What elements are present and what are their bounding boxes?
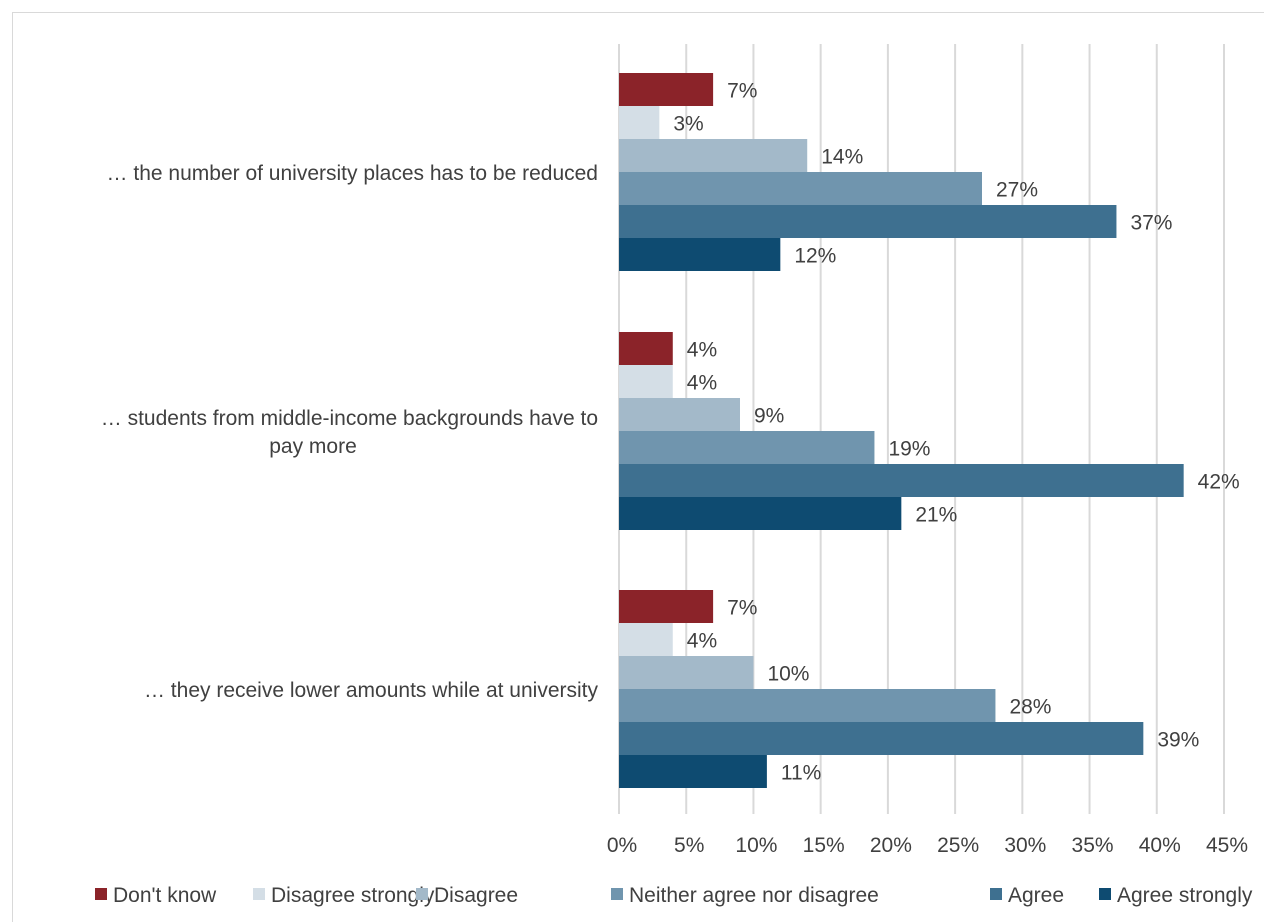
legend-swatch-neither-agree-nor-disagree (611, 888, 623, 900)
data-label-agree-1: 37% (1130, 212, 1172, 235)
x-tick-15: 15% (803, 834, 845, 857)
x-tick-40: 40% (1139, 834, 1181, 857)
chart-frame (12, 12, 1264, 922)
data-label-agree-strongly-1: 12% (794, 245, 836, 268)
bars (619, 73, 1184, 788)
legend-swatch-disagree (416, 888, 428, 900)
legend-label-disagree-strongly: Disagree strongly (271, 884, 435, 907)
bar-don-t-know-3 (619, 590, 714, 623)
x-tick-labels: 0% 5% 10% 15% 20% 25% 30% 35% 40% 45% (607, 834, 1248, 857)
data-label-disagree-1: 14% (821, 146, 863, 169)
bar-disagree-strongly-2 (619, 365, 673, 398)
bar-agree-3 (619, 722, 1144, 755)
bar-agree-strongly-2 (619, 497, 902, 530)
data-label-neither-agree-nor-disagree-2: 19% (888, 438, 930, 461)
category-label-2-line-2: pay more (269, 435, 357, 458)
bar-don-t-know-2 (619, 332, 673, 365)
x-tick-35: 35% (1072, 834, 1114, 857)
category-label-2-line-1: … students from middle-income background… (101, 407, 598, 430)
legend-swatch-agree-strongly (1099, 888, 1111, 900)
legend-swatch-don-t-know (95, 888, 107, 900)
data-label-don-t-know-1: 7% (727, 80, 757, 103)
legend-label-agree: Agree (1008, 884, 1064, 907)
x-tick-20: 20% (870, 834, 912, 857)
legend-swatch-disagree-strongly (253, 888, 265, 900)
x-tick-5: 5% (674, 834, 704, 857)
data-label-agree-3: 39% (1157, 729, 1199, 752)
data-labels: 7% 4% 7% 3% 4% 4% 14% 9% 10% 27% 19% 28% 37% 42% 39% 12… (673, 80, 1239, 785)
data-label-don-t-know-2: 4% (687, 339, 717, 362)
data-label-disagree-2: 9% (754, 405, 784, 428)
legend-label-don-t-know: Don't know (113, 884, 217, 907)
data-label-neither-agree-nor-disagree-3: 28% (1009, 696, 1051, 719)
bar-neither-agree-nor-disagree-2 (619, 431, 875, 464)
bar-disagree-strongly-3 (619, 623, 673, 656)
bar-agree-2 (619, 464, 1184, 497)
bar-don-t-know-1 (619, 73, 714, 106)
data-label-disagree-3: 10% (767, 663, 809, 686)
category-labels: … the number of university places has to… (101, 162, 599, 702)
data-label-disagree-strongly-2: 4% (687, 372, 717, 395)
legend-label-agree-strongly: Agree strongly (1117, 884, 1253, 907)
bar-disagree-2 (619, 398, 740, 431)
category-label-3-line-1: … they receive lower amounts while at un… (144, 679, 599, 702)
legend-swatch-agree (990, 888, 1002, 900)
bar-agree-strongly-3 (619, 755, 767, 788)
legend: Don't know Disagree strongly Disagree Neith… (95, 884, 1253, 907)
data-label-don-t-know-3: 7% (727, 597, 757, 620)
x-tick-45: 45% (1206, 834, 1248, 857)
data-label-disagree-strongly-3: 4% (687, 630, 717, 653)
legend-label-disagree: Disagree (434, 884, 518, 907)
bar-disagree-strongly-1 (619, 106, 660, 139)
bar-disagree-1 (619, 139, 808, 172)
x-tick-25: 25% (937, 834, 979, 857)
data-label-neither-agree-nor-disagree-1: 27% (996, 179, 1038, 202)
x-tick-30: 30% (1004, 834, 1046, 857)
bar-agree-1 (619, 205, 1117, 238)
bar-neither-agree-nor-disagree-1 (619, 172, 982, 205)
bar-agree-strongly-1 (619, 238, 781, 271)
category-label-1-line-1: … the number of university places has to… (107, 162, 598, 185)
data-label-agree-strongly-3: 11% (781, 762, 821, 785)
legend-label-neither-agree-nor-disagree: Neither agree nor disagree (629, 884, 879, 907)
data-label-agree-strongly-2: 21% (915, 504, 957, 527)
x-tick-0: 0% (607, 834, 637, 857)
data-label-disagree-strongly-1: 3% (673, 113, 703, 136)
x-tick-10: 10% (735, 834, 777, 857)
bar-disagree-3 (619, 656, 754, 689)
bar-neither-agree-nor-disagree-3 (619, 689, 996, 722)
data-label-agree-2: 42% (1198, 471, 1240, 494)
